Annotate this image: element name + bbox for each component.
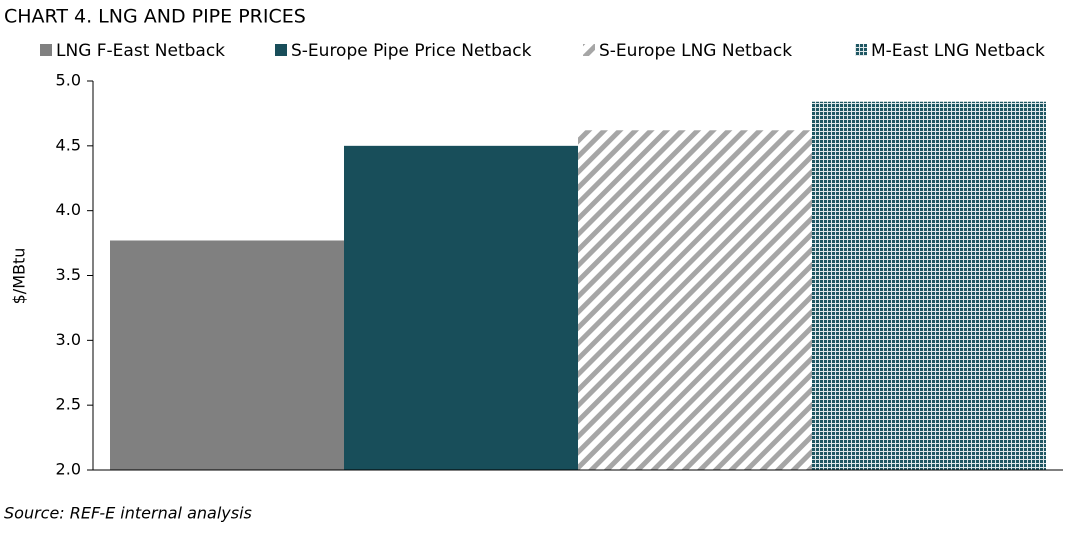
y-tick-label: 4.0 — [56, 200, 81, 219]
y-tick-label: 3.0 — [56, 330, 81, 349]
legend-label: S-Europe LNG Netback — [599, 41, 792, 61]
y-tick-label: 4.5 — [56, 135, 81, 154]
bar — [110, 240, 344, 470]
y-tick-label: 2.5 — [56, 395, 81, 414]
y-axis-label: $/MBtu — [10, 248, 29, 305]
legend-swatch — [275, 44, 287, 56]
y-tick-label: 2.0 — [56, 460, 81, 479]
legend-label: S-Europe Pipe Price Netback — [291, 41, 532, 61]
legend-swatch — [40, 44, 52, 56]
bar — [578, 130, 812, 471]
y-tick-label: 3.5 — [56, 265, 81, 284]
y-tick-label: 5.0 — [56, 71, 81, 90]
bar — [812, 101, 1046, 470]
bar — [344, 145, 578, 471]
legend-label: M-East LNG Netback — [871, 41, 1045, 61]
legend-swatch — [583, 44, 595, 56]
legend-label: LNG F-East Netback — [56, 41, 225, 61]
chart-title: CHART 4. LNG AND PIPE PRICES — [4, 6, 306, 28]
source-note: Source: REF-E internal analysis — [4, 504, 252, 523]
legend-swatch — [855, 44, 867, 56]
